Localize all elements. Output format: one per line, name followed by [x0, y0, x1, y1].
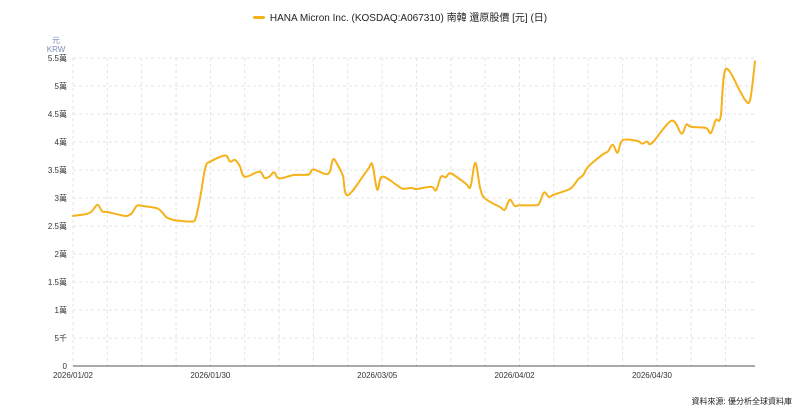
y-tick-label: 3.5萬	[48, 165, 67, 175]
y-axis-unit-label: 元	[52, 36, 60, 45]
x-tick-label: 2026/04/30	[632, 371, 673, 380]
y-axis-labels: 0 5千 1萬 1.5萬 2萬 2.5萬 3萬 3.5萬 4萬 4.5萬 5萬 5.5萬	[48, 53, 68, 371]
legend-series-label: HANA Micron Inc. (KOSDAQ:A067310) 南韓 還原股…	[269, 13, 548, 24]
chart-grid	[72, 57, 755, 366]
y-axis-unit: 元 KRW	[44, 36, 68, 54]
y-tick-label: 2萬	[55, 249, 67, 259]
y-tick-label: 4萬	[55, 137, 67, 147]
x-tick-label: 2026/04/02	[495, 371, 536, 380]
source-note: 資料來源: 優分析全球資料庫	[691, 397, 792, 406]
chart-legend[interactable]: HANA Micron Inc. (KOSDAQ:A067310) 南韓 還原股…	[0, 9, 800, 24]
x-tick-label: 2026/01/02	[53, 371, 94, 380]
legend-swatch	[252, 15, 265, 19]
y-tick-label: 0	[63, 362, 68, 371]
y-tick-label: 4.5萬	[48, 109, 67, 119]
x-axis-labels: 2026/01/02 2026/01/30 2026/03/05 2026/04/02…	[53, 371, 673, 380]
x-tick-label: 2026/03/05	[357, 371, 398, 380]
y-tick-label: 5千	[55, 333, 67, 343]
y-tick-label: 5萬	[55, 81, 67, 91]
y-tick-label: 2.5萬	[48, 221, 67, 231]
y-axis-unit-code: KRW	[46, 45, 66, 54]
series-line	[72, 60, 756, 223]
y-tick-label: 1.5萬	[48, 277, 67, 287]
y-tick-label: 3萬	[55, 193, 67, 203]
x-tick-label: 2026/01/30	[190, 371, 231, 380]
y-tick-label: 5.5萬	[48, 53, 67, 63]
y-tick-label: 1萬	[55, 305, 67, 315]
